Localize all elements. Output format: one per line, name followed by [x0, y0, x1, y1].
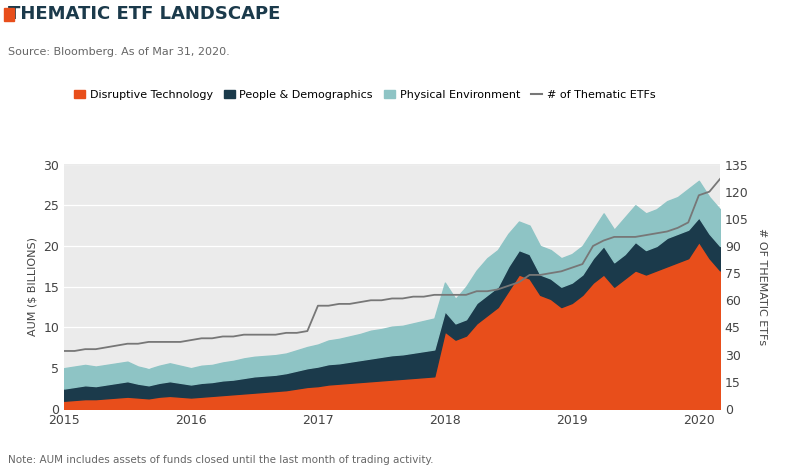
Legend: Disruptive Technology, People & Demographics, Physical Environment, # of Themati: Disruptive Technology, People & Demograp… — [70, 86, 660, 104]
Y-axis label: # OF THEMATIC ETFs: # OF THEMATIC ETFs — [757, 228, 767, 345]
Text: Source: Bloomberg. As of Mar 31, 2020.: Source: Bloomberg. As of Mar 31, 2020. — [8, 47, 230, 57]
Text: Note: AUM includes assets of funds closed until the last month of trading activi: Note: AUM includes assets of funds close… — [8, 455, 434, 465]
Text: THEMATIC ETF LANDSCAPE: THEMATIC ETF LANDSCAPE — [8, 5, 280, 23]
Y-axis label: AUM ($ BILLIONS): AUM ($ BILLIONS) — [28, 237, 38, 336]
